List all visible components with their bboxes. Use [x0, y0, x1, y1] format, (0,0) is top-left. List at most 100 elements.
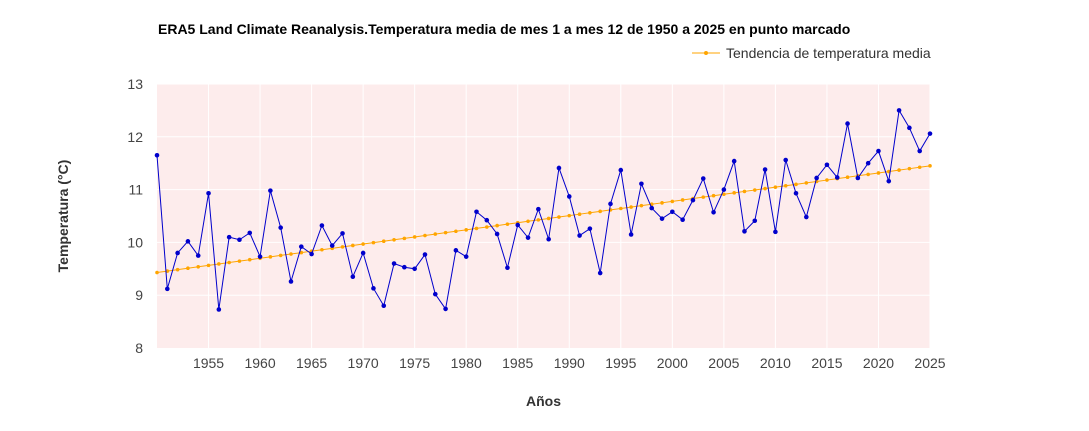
x-tick-label: 1985 [502, 355, 533, 371]
temperature-point[interactable] [845, 121, 850, 126]
trend-point [526, 219, 530, 224]
temperature-point[interactable] [670, 209, 675, 215]
temperature-point[interactable] [340, 231, 345, 236]
temperature-point[interactable] [422, 252, 428, 257]
temperature-point[interactable] [855, 175, 861, 181]
temperature-point[interactable] [773, 229, 778, 235]
temperature-point[interactable] [412, 266, 417, 272]
trend-point [546, 216, 551, 221]
temperature-point[interactable] [443, 306, 448, 312]
temperature-point[interactable] [639, 181, 644, 187]
temperature-point[interactable] [268, 188, 273, 193]
temperature-point[interactable] [257, 254, 263, 259]
x-tick-label: 2015 [811, 355, 842, 371]
temperature-point[interactable] [783, 157, 789, 163]
temperature-point[interactable] [432, 291, 438, 297]
temperature-point[interactable] [546, 236, 551, 242]
temperature-point[interactable] [587, 226, 593, 231]
trend-point [217, 262, 221, 266]
temperature-point[interactable] [876, 148, 881, 154]
trend-point [928, 164, 932, 168]
temperature-point[interactable] [886, 178, 892, 184]
temperature-point[interactable] [896, 108, 902, 113]
temperature-point[interactable] [556, 165, 562, 171]
temperature-point[interactable] [834, 175, 840, 180]
temperature-point[interactable] [804, 214, 809, 220]
temperature-point[interactable] [608, 201, 613, 207]
legend-marker-swatch [704, 51, 708, 55]
temperature-point[interactable] [505, 265, 510, 271]
temperature-point[interactable] [752, 218, 758, 224]
temperature-point[interactable] [350, 274, 356, 280]
temperature-point[interactable] [298, 244, 304, 249]
temperature-point[interactable] [566, 194, 572, 199]
x-tick-label: 1965 [296, 355, 327, 371]
temperature-point[interactable] [927, 131, 933, 136]
x-tick-label: 2000 [657, 355, 688, 371]
temperature-point[interactable] [474, 209, 479, 215]
temperature-point[interactable] [536, 206, 541, 212]
y-axis-title: Temperatura (°C) [55, 160, 71, 273]
temperature-point[interactable] [494, 231, 500, 237]
temperature-point[interactable] [371, 286, 376, 291]
temperature-point[interactable] [402, 264, 407, 270]
temperature-point[interactable] [649, 205, 655, 211]
temperature-point[interactable] [907, 125, 912, 131]
temperature-point[interactable] [309, 251, 314, 257]
temperature-point[interactable] [154, 152, 160, 158]
trend-point [732, 191, 736, 195]
temperature-point[interactable] [659, 216, 665, 221]
temperature-point[interactable] [742, 229, 747, 234]
temperature-point[interactable] [917, 148, 922, 154]
temperature-point[interactable] [577, 233, 582, 238]
temperature-point[interactable] [721, 187, 727, 192]
temperature-point[interactable] [690, 197, 696, 203]
temperature-point[interactable] [628, 232, 634, 237]
trend-point [763, 186, 767, 191]
temperature-point[interactable] [329, 243, 335, 248]
temperature-point[interactable] [793, 190, 799, 196]
y-tick-label: 8 [135, 340, 143, 356]
trend-point [433, 232, 438, 236]
trend-point [742, 189, 747, 194]
trend-point [825, 178, 829, 182]
temperature-point[interactable] [226, 234, 232, 240]
temperature-point[interactable] [525, 235, 531, 240]
temperature-point[interactable] [381, 303, 387, 309]
temperature-point[interactable] [319, 223, 325, 228]
trend-point [670, 199, 675, 204]
temperature-point[interactable] [824, 162, 830, 168]
temperature-point[interactable] [175, 250, 180, 256]
temperature-point[interactable] [195, 253, 201, 258]
x-axis-title: Años [526, 393, 561, 409]
temperature-point[interactable] [165, 286, 170, 292]
trend-point [278, 253, 283, 258]
temperature-point[interactable] [360, 250, 366, 256]
temperature-point[interactable] [484, 217, 490, 223]
temperature-point[interactable] [185, 239, 191, 244]
temperature-point[interactable] [463, 254, 469, 259]
trend-point [351, 243, 355, 248]
trend-point [783, 183, 788, 188]
temperature-point[interactable] [237, 237, 242, 243]
temperature-point[interactable] [216, 307, 222, 312]
temperature-point[interactable] [700, 176, 706, 181]
temperature-point[interactable] [515, 222, 521, 228]
temperature-point[interactable] [453, 248, 459, 253]
temperature-point[interactable] [865, 160, 871, 166]
temperature-point[interactable] [206, 190, 211, 196]
temperature-point[interactable] [618, 167, 624, 173]
temperature-point[interactable] [814, 175, 819, 181]
temperature-point[interactable] [731, 158, 737, 164]
trend-point [619, 206, 623, 211]
temperature-point[interactable] [391, 261, 397, 266]
temperature-point[interactable] [597, 270, 603, 276]
trend-point [289, 252, 293, 256]
temperature-point[interactable] [288, 279, 294, 284]
legend[interactable]: Tendencia de temperatura media [692, 45, 931, 61]
temperature-point[interactable] [680, 217, 685, 222]
temperature-point[interactable] [278, 225, 283, 230]
temperature-point[interactable] [762, 167, 768, 172]
temperature-point[interactable] [247, 230, 253, 236]
temperature-point[interactable] [711, 210, 716, 215]
